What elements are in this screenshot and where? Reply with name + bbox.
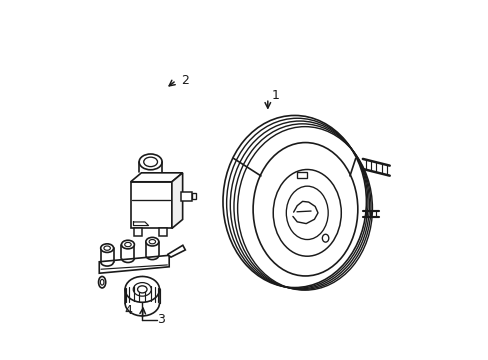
Ellipse shape	[121, 240, 134, 249]
Ellipse shape	[124, 242, 131, 247]
Bar	[130, 182, 171, 228]
Bar	[296, 172, 306, 178]
Bar	[191, 193, 196, 199]
Ellipse shape	[125, 276, 159, 302]
Ellipse shape	[143, 157, 157, 167]
Polygon shape	[99, 255, 169, 273]
Polygon shape	[130, 173, 182, 182]
Polygon shape	[181, 192, 191, 201]
Ellipse shape	[149, 239, 155, 244]
Polygon shape	[171, 173, 182, 228]
Bar	[159, 228, 167, 235]
Text: 3: 3	[157, 313, 165, 327]
Ellipse shape	[273, 170, 341, 256]
Ellipse shape	[139, 154, 162, 170]
Ellipse shape	[253, 143, 357, 276]
Polygon shape	[167, 245, 185, 257]
Ellipse shape	[286, 186, 327, 239]
Text: 2: 2	[180, 74, 188, 87]
Ellipse shape	[145, 237, 159, 246]
Ellipse shape	[100, 279, 104, 285]
Ellipse shape	[133, 283, 151, 296]
Ellipse shape	[137, 286, 147, 293]
Bar	[134, 228, 142, 235]
Ellipse shape	[101, 244, 113, 252]
Ellipse shape	[223, 116, 366, 288]
Text: 1: 1	[271, 89, 280, 102]
Text: 4: 4	[124, 304, 132, 317]
Ellipse shape	[104, 246, 110, 250]
Ellipse shape	[322, 234, 328, 242]
Ellipse shape	[99, 276, 105, 288]
